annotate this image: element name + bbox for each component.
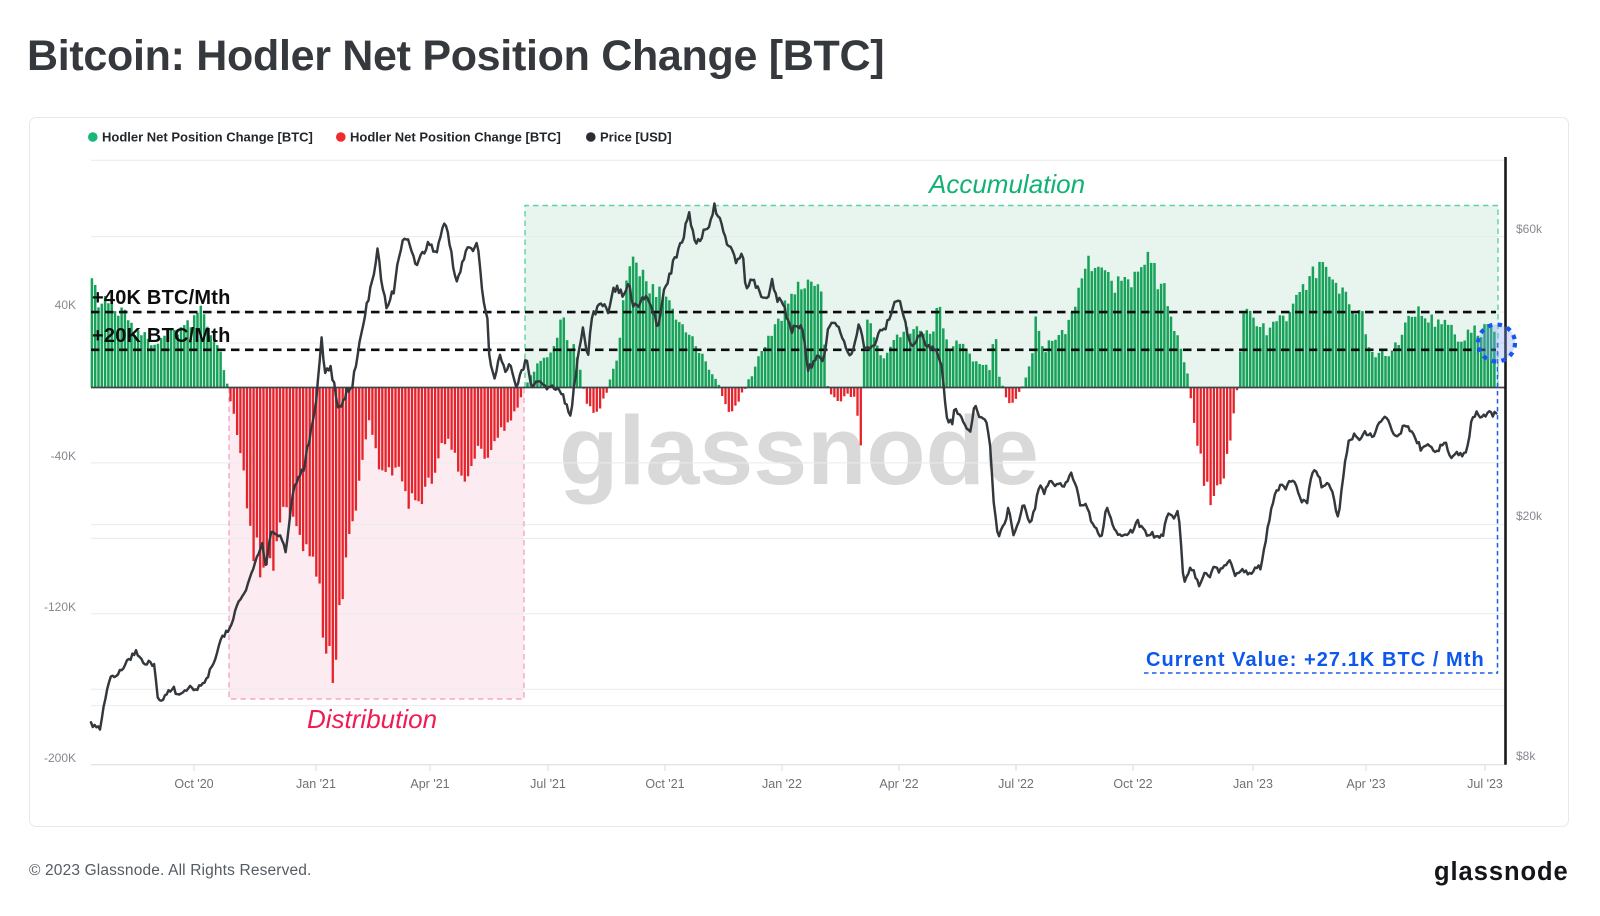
svg-text:Price [USD]: Price [USD] xyxy=(600,130,672,145)
svg-text:Current Value: +27.1K BTC / Mt: Current Value: +27.1K BTC / Mth xyxy=(1146,649,1485,671)
svg-text:40K: 40K xyxy=(55,298,76,312)
svg-text:Jan '23: Jan '23 xyxy=(1233,777,1273,791)
svg-text:$20k: $20k xyxy=(1516,509,1543,523)
svg-text:glassnode: glassnode xyxy=(559,396,1039,505)
svg-text:$8k: $8k xyxy=(1516,749,1536,763)
svg-text:+40K BTC/Mth: +40K BTC/Mth xyxy=(92,287,231,309)
svg-text:-200K: -200K xyxy=(44,751,76,765)
svg-text:Jan '21: Jan '21 xyxy=(296,777,336,791)
svg-text:Jul '23: Jul '23 xyxy=(1467,777,1503,791)
svg-text:Hodler Net Position Change [BT: Hodler Net Position Change [BTC] xyxy=(350,130,561,145)
svg-text:Oct '20: Oct '20 xyxy=(174,777,213,791)
svg-text:$60k: $60k xyxy=(1516,222,1543,236)
svg-text:Jan '22: Jan '22 xyxy=(762,777,802,791)
svg-text:Distribution: Distribution xyxy=(307,704,437,734)
svg-text:-40K: -40K xyxy=(51,449,76,463)
svg-text:Apr '22: Apr '22 xyxy=(879,777,918,791)
svg-text:Jul '22: Jul '22 xyxy=(998,777,1034,791)
svg-text:Hodler Net Position Change [BT: Hodler Net Position Change [BTC] xyxy=(102,130,313,145)
svg-text:Apr '21: Apr '21 xyxy=(410,777,449,791)
svg-text:-120K: -120K xyxy=(44,600,76,614)
svg-text:Oct '22: Oct '22 xyxy=(1113,777,1152,791)
svg-text:Jul '21: Jul '21 xyxy=(530,777,566,791)
svg-text:Oct '21: Oct '21 xyxy=(645,777,684,791)
svg-text:+20K BTC/Mth: +20K BTC/Mth xyxy=(92,325,231,347)
svg-text:Accumulation: Accumulation xyxy=(927,169,1085,199)
svg-text:Apr '23: Apr '23 xyxy=(1346,777,1385,791)
